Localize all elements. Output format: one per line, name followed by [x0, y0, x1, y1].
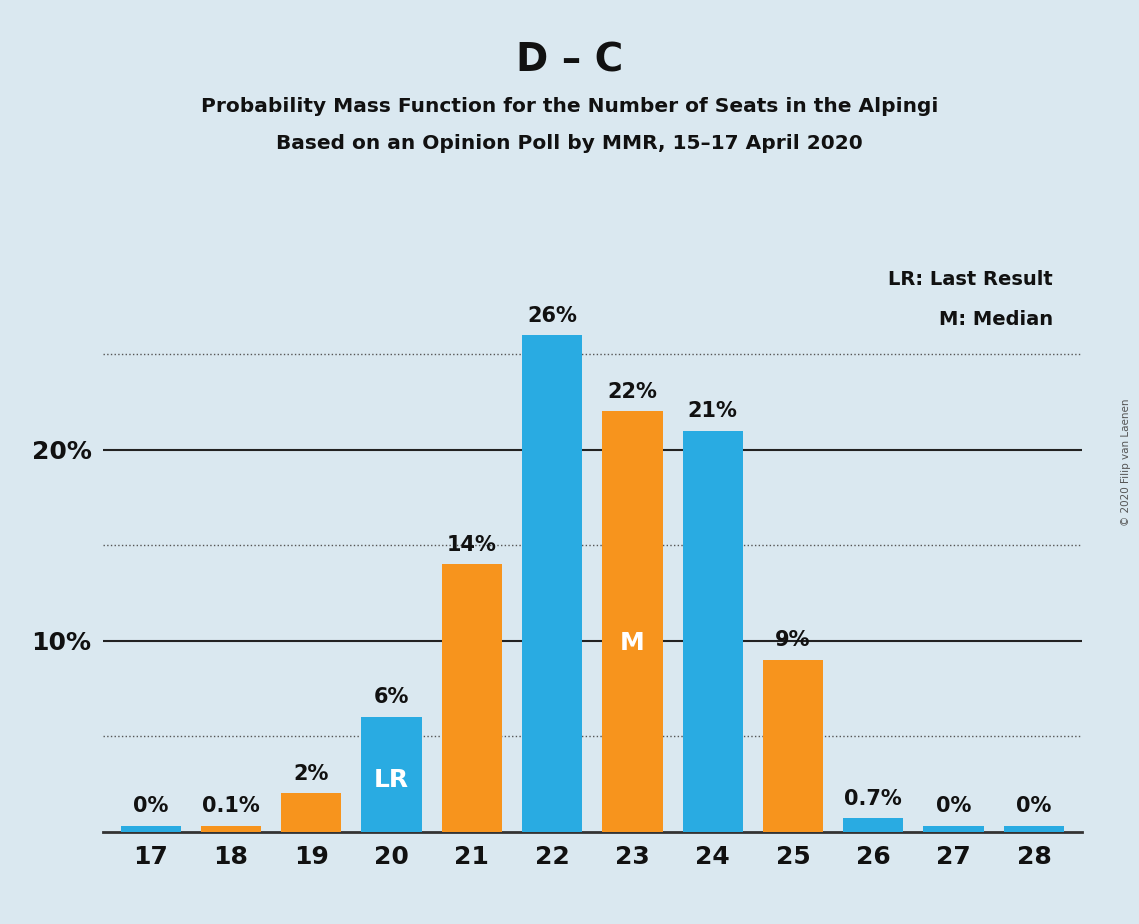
Text: 2%: 2% — [294, 764, 329, 784]
Bar — [281, 794, 342, 832]
Text: 26%: 26% — [527, 306, 577, 325]
Bar — [361, 717, 421, 832]
Text: 0.7%: 0.7% — [844, 789, 902, 808]
Bar — [603, 411, 663, 832]
Text: 21%: 21% — [688, 401, 738, 421]
Text: 22%: 22% — [607, 382, 657, 402]
Bar — [1003, 826, 1064, 832]
Text: 9%: 9% — [776, 630, 811, 650]
Text: D – C: D – C — [516, 42, 623, 79]
Text: LR: Last Result: LR: Last Result — [888, 270, 1052, 289]
Text: Probability Mass Function for the Number of Seats in the Alpingi: Probability Mass Function for the Number… — [200, 97, 939, 116]
Text: 0.1%: 0.1% — [202, 796, 260, 816]
Bar — [442, 565, 502, 832]
Text: 0%: 0% — [936, 796, 972, 816]
Text: 0%: 0% — [1016, 796, 1051, 816]
Bar — [200, 826, 261, 832]
Text: 14%: 14% — [446, 535, 497, 554]
Bar — [763, 660, 823, 832]
Bar — [522, 335, 582, 832]
Bar — [200, 826, 261, 832]
Text: Based on an Opinion Poll by MMR, 15–17 April 2020: Based on an Opinion Poll by MMR, 15–17 A… — [276, 134, 863, 153]
Text: M: Median: M: Median — [939, 310, 1052, 329]
Text: 0%: 0% — [133, 796, 169, 816]
Text: © 2020 Filip van Laenen: © 2020 Filip van Laenen — [1121, 398, 1131, 526]
Text: 6%: 6% — [374, 687, 409, 708]
Bar — [843, 819, 903, 832]
Text: LR: LR — [374, 768, 409, 792]
Bar — [682, 431, 743, 832]
Bar — [924, 826, 984, 832]
Bar — [121, 826, 181, 832]
Text: M: M — [620, 630, 645, 654]
